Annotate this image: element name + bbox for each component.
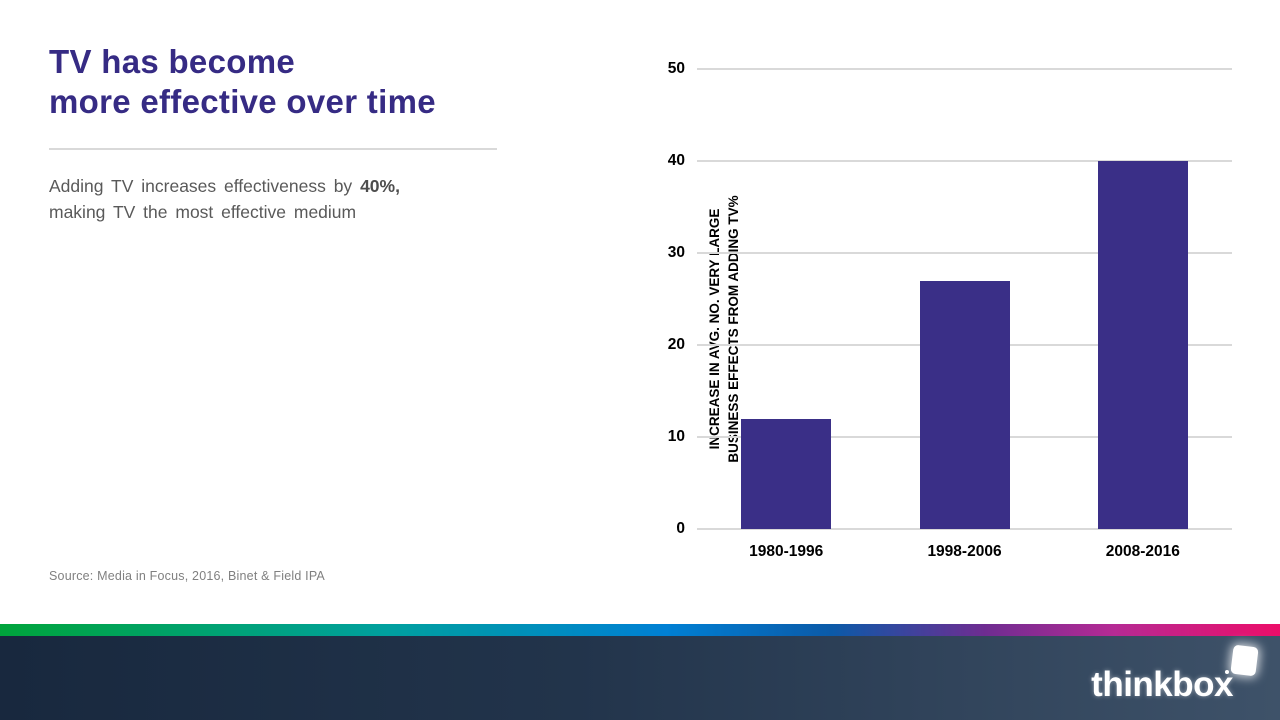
y-tick-label-40: 40 (667, 152, 685, 169)
page-title: TV has become more effective over time (49, 42, 436, 122)
page-title-line-1: TV has become (49, 43, 295, 80)
bar-1998-2006 (919, 280, 1010, 529)
subtitle: Adding TV increases effectiveness by 40%… (49, 174, 519, 225)
y-tick-label-30: 30 (667, 244, 685, 261)
page-title-line-2: more effective over time (49, 83, 436, 120)
brand-gradient-stripe (0, 624, 1280, 636)
gridline-40 (697, 160, 1232, 162)
title-divider (49, 148, 497, 150)
subtitle-text-line-2: making TV the most effective medium (49, 201, 357, 222)
gridline-0 (697, 528, 1232, 530)
footer-banner: thinkbox (0, 624, 1280, 720)
bar-2008-2016 (1097, 161, 1188, 529)
thinkbox-logo: thinkbox (1067, 644, 1259, 706)
subtitle-highlight: 40%, (360, 176, 400, 196)
thinkbox-logo-text: thinkbox (1091, 665, 1233, 704)
y-tick-label-0: 0 (676, 520, 685, 537)
footer-navy-band: thinkbox (0, 636, 1280, 720)
y-tick-label-50: 50 (667, 60, 685, 77)
plot-area: INCREASE IN AVG. NO. VERY LARGE BUSINESS … (668, 60, 1232, 560)
gridline-50 (697, 68, 1232, 70)
source-note: Source: Media in Focus, 2016, Binet & Fi… (49, 569, 325, 583)
y-axis-title-line-1: INCREASE IN AVG. NO. VERY LARGE (707, 208, 722, 450)
x-tick-label-1998-2006: 1998-2006 (927, 543, 1002, 560)
y-axis-title: INCREASE IN AVG. NO. VERY LARGE BUSINESS … (705, 99, 745, 559)
x-tick-label-1980-1996: 1980-1996 (749, 543, 824, 560)
y-tick-label-20: 20 (667, 336, 685, 353)
bar-1980-1996 (741, 418, 832, 529)
x-tick-label-2008-2016: 2008-2016 (1105, 543, 1180, 560)
subtitle-text: Adding TV increases effectiveness by (49, 176, 361, 196)
bar-chart: INCREASE IN AVG. NO. VERY LARGE BUSINESS … (600, 40, 1260, 600)
y-tick-label-10: 10 (667, 428, 685, 445)
thinkbox-logo-dot-icon (1225, 670, 1229, 674)
thinkbox-logo-box-icon (1230, 644, 1259, 677)
gridline-30 (697, 252, 1232, 254)
y-axis-title-line-2: BUSINESS EFFECTS FROM ADDING TV% (726, 195, 741, 463)
